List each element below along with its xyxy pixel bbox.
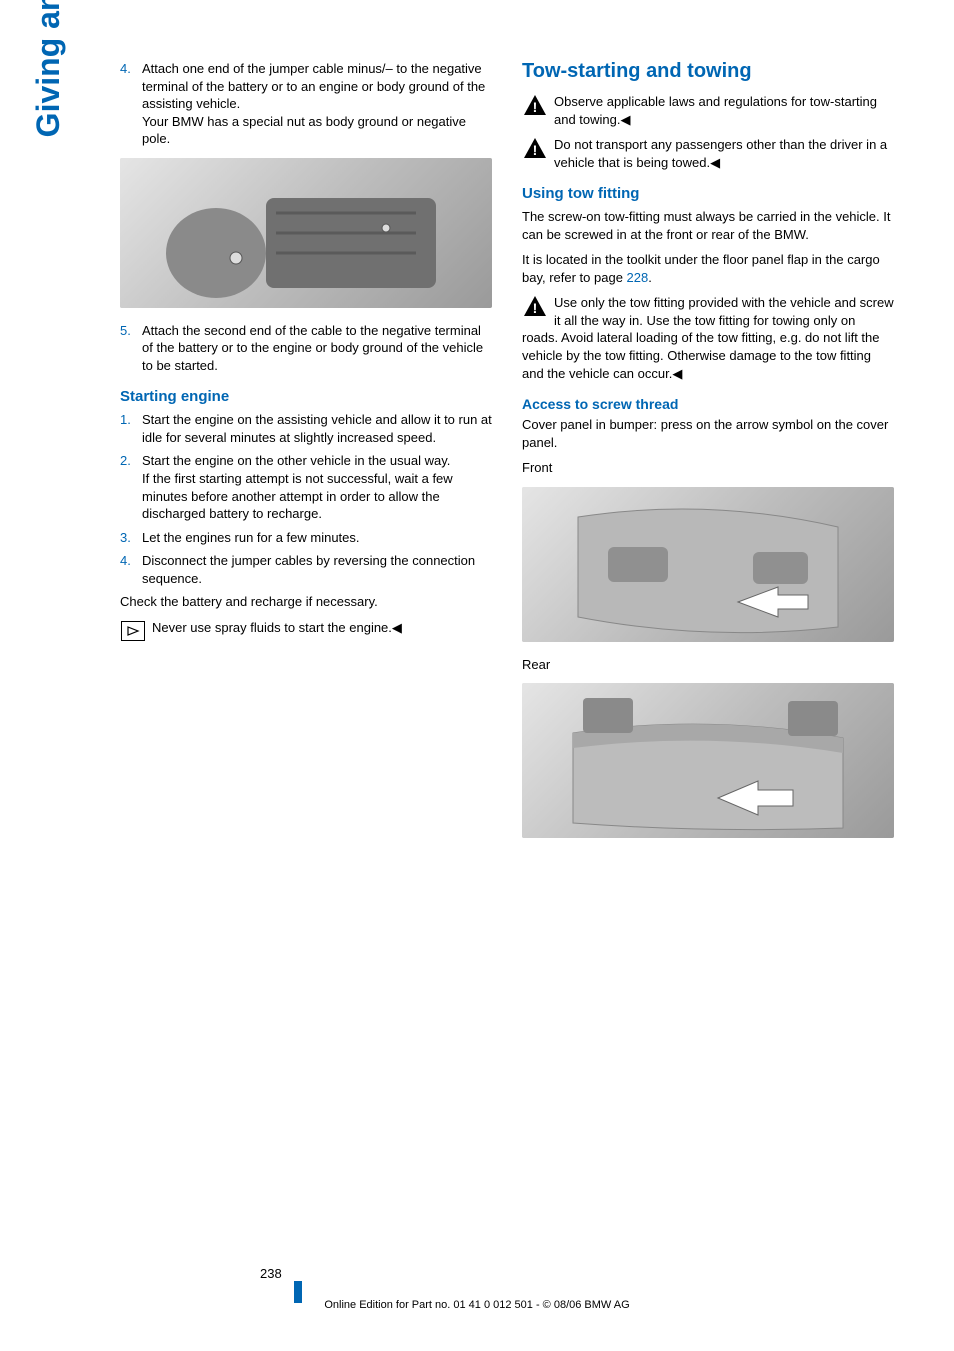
page-number: 238: [260, 1266, 282, 1281]
page-link-228[interactable]: 228: [627, 270, 649, 285]
using-tow-fitting-heading: Using tow fitting: [522, 185, 894, 202]
section-vertical-title: Giving and receiving assistance: [30, 0, 67, 250]
warning-icon: !: [522, 295, 548, 317]
svg-text:!: !: [533, 142, 538, 158]
list-item: 4. Attach one end of the jumper cable mi…: [120, 60, 492, 148]
list-text: Disconnect the jumper cables by reversin…: [142, 552, 492, 587]
engine-bay-figure: [120, 158, 492, 308]
front-bumper-figure: [522, 487, 894, 642]
list-body: Attach one end of the jumper cable minus…: [142, 60, 492, 148]
list-text: Start the engine on the other vehicle in…: [142, 453, 450, 468]
list-extra: Your BMW has a special nut as body groun…: [142, 114, 466, 147]
warning-block: ! Observe applicable laws and regulation…: [522, 93, 894, 128]
warning-block: ! Use only the tow fitting provided with…: [522, 294, 894, 382]
list-item: 2. Start the engine on the other vehicle…: [120, 452, 492, 522]
list-number: 4.: [120, 552, 142, 587]
warning-icon: !: [522, 94, 548, 116]
list-text: Let the engines run for a few minutes.: [142, 529, 492, 547]
list-text: Attach the second end of the cable to th…: [142, 322, 492, 375]
list-text: Start the engine on the assisting vehicl…: [142, 411, 492, 446]
warning-text: Observe applicable laws and regulations …: [554, 94, 877, 127]
right-column: Tow-starting and towing ! Observe applic…: [522, 60, 894, 852]
svg-text:!: !: [533, 300, 538, 316]
access-screw-thread-heading: Access to screw thread: [522, 396, 894, 412]
note-icon: [120, 620, 146, 642]
warning-text: Use only the tow fitting provided with t…: [522, 295, 894, 380]
rear-label: Rear: [522, 656, 894, 674]
svg-text:!: !: [533, 99, 538, 115]
list-number: 2.: [120, 452, 142, 522]
list-item: 4. Disconnect the jumper cables by rever…: [120, 552, 492, 587]
warning-icon: !: [522, 137, 548, 159]
tow-starting-heading: Tow-starting and towing: [522, 60, 894, 83]
two-column-layout: 4. Attach one end of the jumper cable mi…: [120, 60, 894, 852]
using-p2b: .: [648, 270, 652, 285]
list-extra: If the first starting attempt is not suc…: [142, 471, 453, 521]
note-block: Never use spray fluids to start the engi…: [120, 619, 492, 642]
footer-text: Online Edition for Part no. 01 41 0 012 …: [0, 1299, 954, 1311]
using-p1: The screw-on tow-fitting must always be …: [522, 208, 894, 243]
list-item: 3. Let the engines run for a few minutes…: [120, 529, 492, 547]
starting-engine-heading: Starting engine: [120, 388, 492, 405]
list-item: 1. Start the engine on the assisting veh…: [120, 411, 492, 446]
list-number: 5.: [120, 322, 142, 375]
rear-bumper-figure: [522, 683, 894, 838]
list-number: 1.: [120, 411, 142, 446]
warning-text: Do not transport any passengers other th…: [554, 137, 887, 170]
using-p2: It is located in the toolkit under the f…: [522, 251, 894, 286]
list-item: 5. Attach the second end of the cable to…: [120, 322, 492, 375]
access-p1: Cover panel in bumper: press on the arro…: [522, 416, 894, 451]
note-text: Never use spray fluids to start the engi…: [152, 620, 402, 635]
warning-block: ! Do not transport any passengers other …: [522, 136, 894, 171]
list-number: 4.: [120, 60, 142, 148]
left-column: 4. Attach one end of the jumper cable mi…: [120, 60, 492, 852]
check-battery-text: Check the battery and recharge if necess…: [120, 593, 492, 611]
list-number: 3.: [120, 529, 142, 547]
using-p2a: It is located in the toolkit under the f…: [522, 252, 880, 285]
list-text: Attach one end of the jumper cable minus…: [142, 61, 485, 111]
front-label: Front: [522, 459, 894, 477]
list-body: Start the engine on the other vehicle in…: [142, 452, 492, 522]
